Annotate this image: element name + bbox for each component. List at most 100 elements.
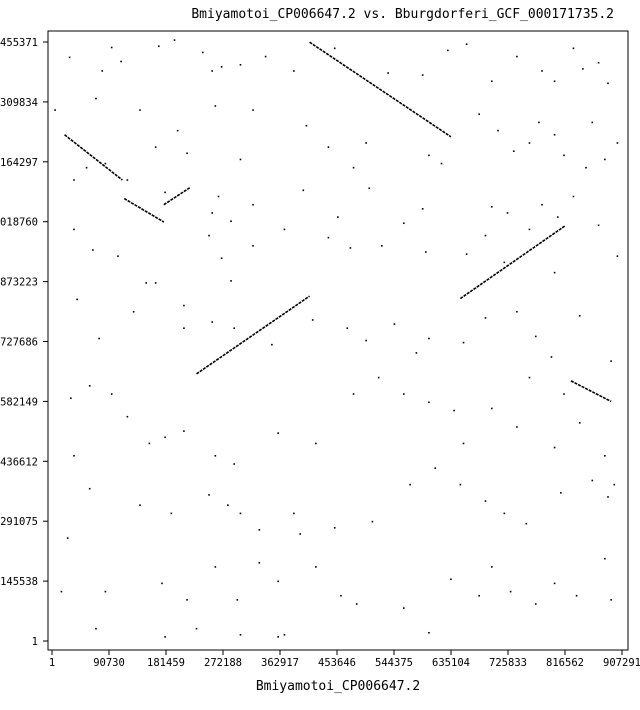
match-point bbox=[365, 142, 367, 144]
match-point bbox=[98, 337, 100, 340]
match-point bbox=[66, 537, 69, 539]
y-tick-label: 1 bbox=[32, 636, 38, 648]
match-point bbox=[252, 245, 254, 247]
data-points-layer bbox=[54, 39, 619, 638]
match-point bbox=[428, 401, 430, 404]
match-point bbox=[425, 251, 427, 253]
match-point bbox=[381, 245, 383, 247]
match-point bbox=[220, 257, 223, 260]
match-point bbox=[208, 234, 210, 237]
chart-title: Bmiyamotoi_CP006647.2 vs. Bburgdorferi_G… bbox=[191, 7, 614, 22]
y-tick-label: .018760 bbox=[0, 217, 38, 229]
x-tick-label: 1 bbox=[49, 657, 55, 669]
match-point bbox=[70, 397, 72, 399]
x-axis-ticks: 1 90730 181459 272188 362917 453646 544375 6351… bbox=[49, 650, 640, 669]
match-point bbox=[409, 483, 411, 486]
match-point bbox=[230, 280, 232, 282]
match-point bbox=[68, 56, 71, 59]
match-point bbox=[302, 189, 305, 192]
match-point bbox=[428, 631, 430, 634]
match-point bbox=[217, 195, 220, 198]
match-point bbox=[604, 454, 606, 457]
match-point bbox=[563, 393, 565, 395]
match-point bbox=[556, 216, 559, 218]
match-point bbox=[490, 205, 493, 208]
match-point bbox=[465, 253, 468, 255]
match-point bbox=[104, 590, 107, 593]
match-point bbox=[421, 74, 424, 76]
match-point bbox=[208, 494, 210, 496]
match-point bbox=[616, 142, 619, 144]
match-point bbox=[440, 162, 443, 165]
match-point bbox=[88, 385, 91, 387]
match-point bbox=[333, 527, 336, 529]
match-point bbox=[516, 426, 518, 428]
x-tick-label: 362917 bbox=[261, 657, 299, 669]
match-point bbox=[277, 580, 279, 583]
match-point bbox=[164, 436, 166, 439]
match-point bbox=[534, 335, 537, 338]
match-point bbox=[85, 166, 88, 169]
match-point bbox=[183, 430, 185, 432]
match-point bbox=[575, 594, 578, 597]
match-point bbox=[503, 512, 506, 515]
plot-frame bbox=[47, 30, 629, 651]
alignment-segment bbox=[123, 197, 165, 223]
alignment-segment bbox=[163, 186, 191, 206]
match-point bbox=[271, 343, 273, 346]
alignment-segments-layer bbox=[64, 41, 612, 403]
match-point bbox=[236, 599, 239, 601]
match-point bbox=[352, 393, 355, 395]
match-point bbox=[560, 492, 562, 494]
match-point bbox=[139, 504, 141, 506]
match-point bbox=[183, 327, 185, 330]
match-point bbox=[104, 162, 107, 165]
match-point bbox=[315, 442, 317, 445]
match-point bbox=[277, 432, 279, 434]
match-point bbox=[293, 70, 295, 72]
match-point bbox=[516, 310, 518, 313]
alignment-segment bbox=[196, 295, 311, 375]
x-tick-label: 816562 bbox=[546, 657, 584, 669]
match-point bbox=[154, 146, 157, 148]
match-point bbox=[252, 203, 254, 206]
match-point bbox=[572, 195, 575, 198]
match-point bbox=[158, 45, 160, 48]
match-point bbox=[110, 46, 113, 49]
match-point bbox=[239, 158, 242, 161]
match-point bbox=[550, 356, 553, 358]
match-point bbox=[126, 415, 129, 418]
match-point bbox=[211, 321, 214, 323]
match-point bbox=[252, 109, 254, 111]
match-point bbox=[120, 60, 122, 63]
match-point bbox=[195, 627, 198, 630]
alignment-segment bbox=[309, 41, 452, 138]
match-point bbox=[503, 261, 506, 264]
match-point bbox=[233, 463, 235, 465]
match-point bbox=[264, 55, 267, 58]
match-point bbox=[509, 590, 512, 593]
match-point bbox=[403, 222, 405, 225]
match-point bbox=[349, 247, 352, 249]
match-point bbox=[512, 150, 515, 153]
match-point bbox=[95, 97, 97, 100]
match-point bbox=[73, 228, 75, 231]
match-point bbox=[490, 80, 493, 83]
match-point bbox=[201, 51, 204, 54]
y-tick-label: 582149 bbox=[0, 396, 38, 408]
match-point bbox=[352, 166, 355, 169]
match-point bbox=[211, 70, 214, 72]
match-point bbox=[528, 376, 531, 379]
match-point bbox=[333, 47, 336, 50]
y-tick-label: 873223 bbox=[0, 277, 38, 289]
x-tick-label: 544375 bbox=[375, 657, 413, 669]
match-point bbox=[484, 234, 487, 237]
match-point bbox=[616, 255, 619, 257]
match-point bbox=[415, 352, 418, 354]
match-point bbox=[176, 129, 179, 132]
match-point bbox=[528, 228, 531, 231]
match-point bbox=[610, 360, 612, 362]
match-point bbox=[421, 208, 424, 210]
match-point bbox=[258, 529, 261, 531]
